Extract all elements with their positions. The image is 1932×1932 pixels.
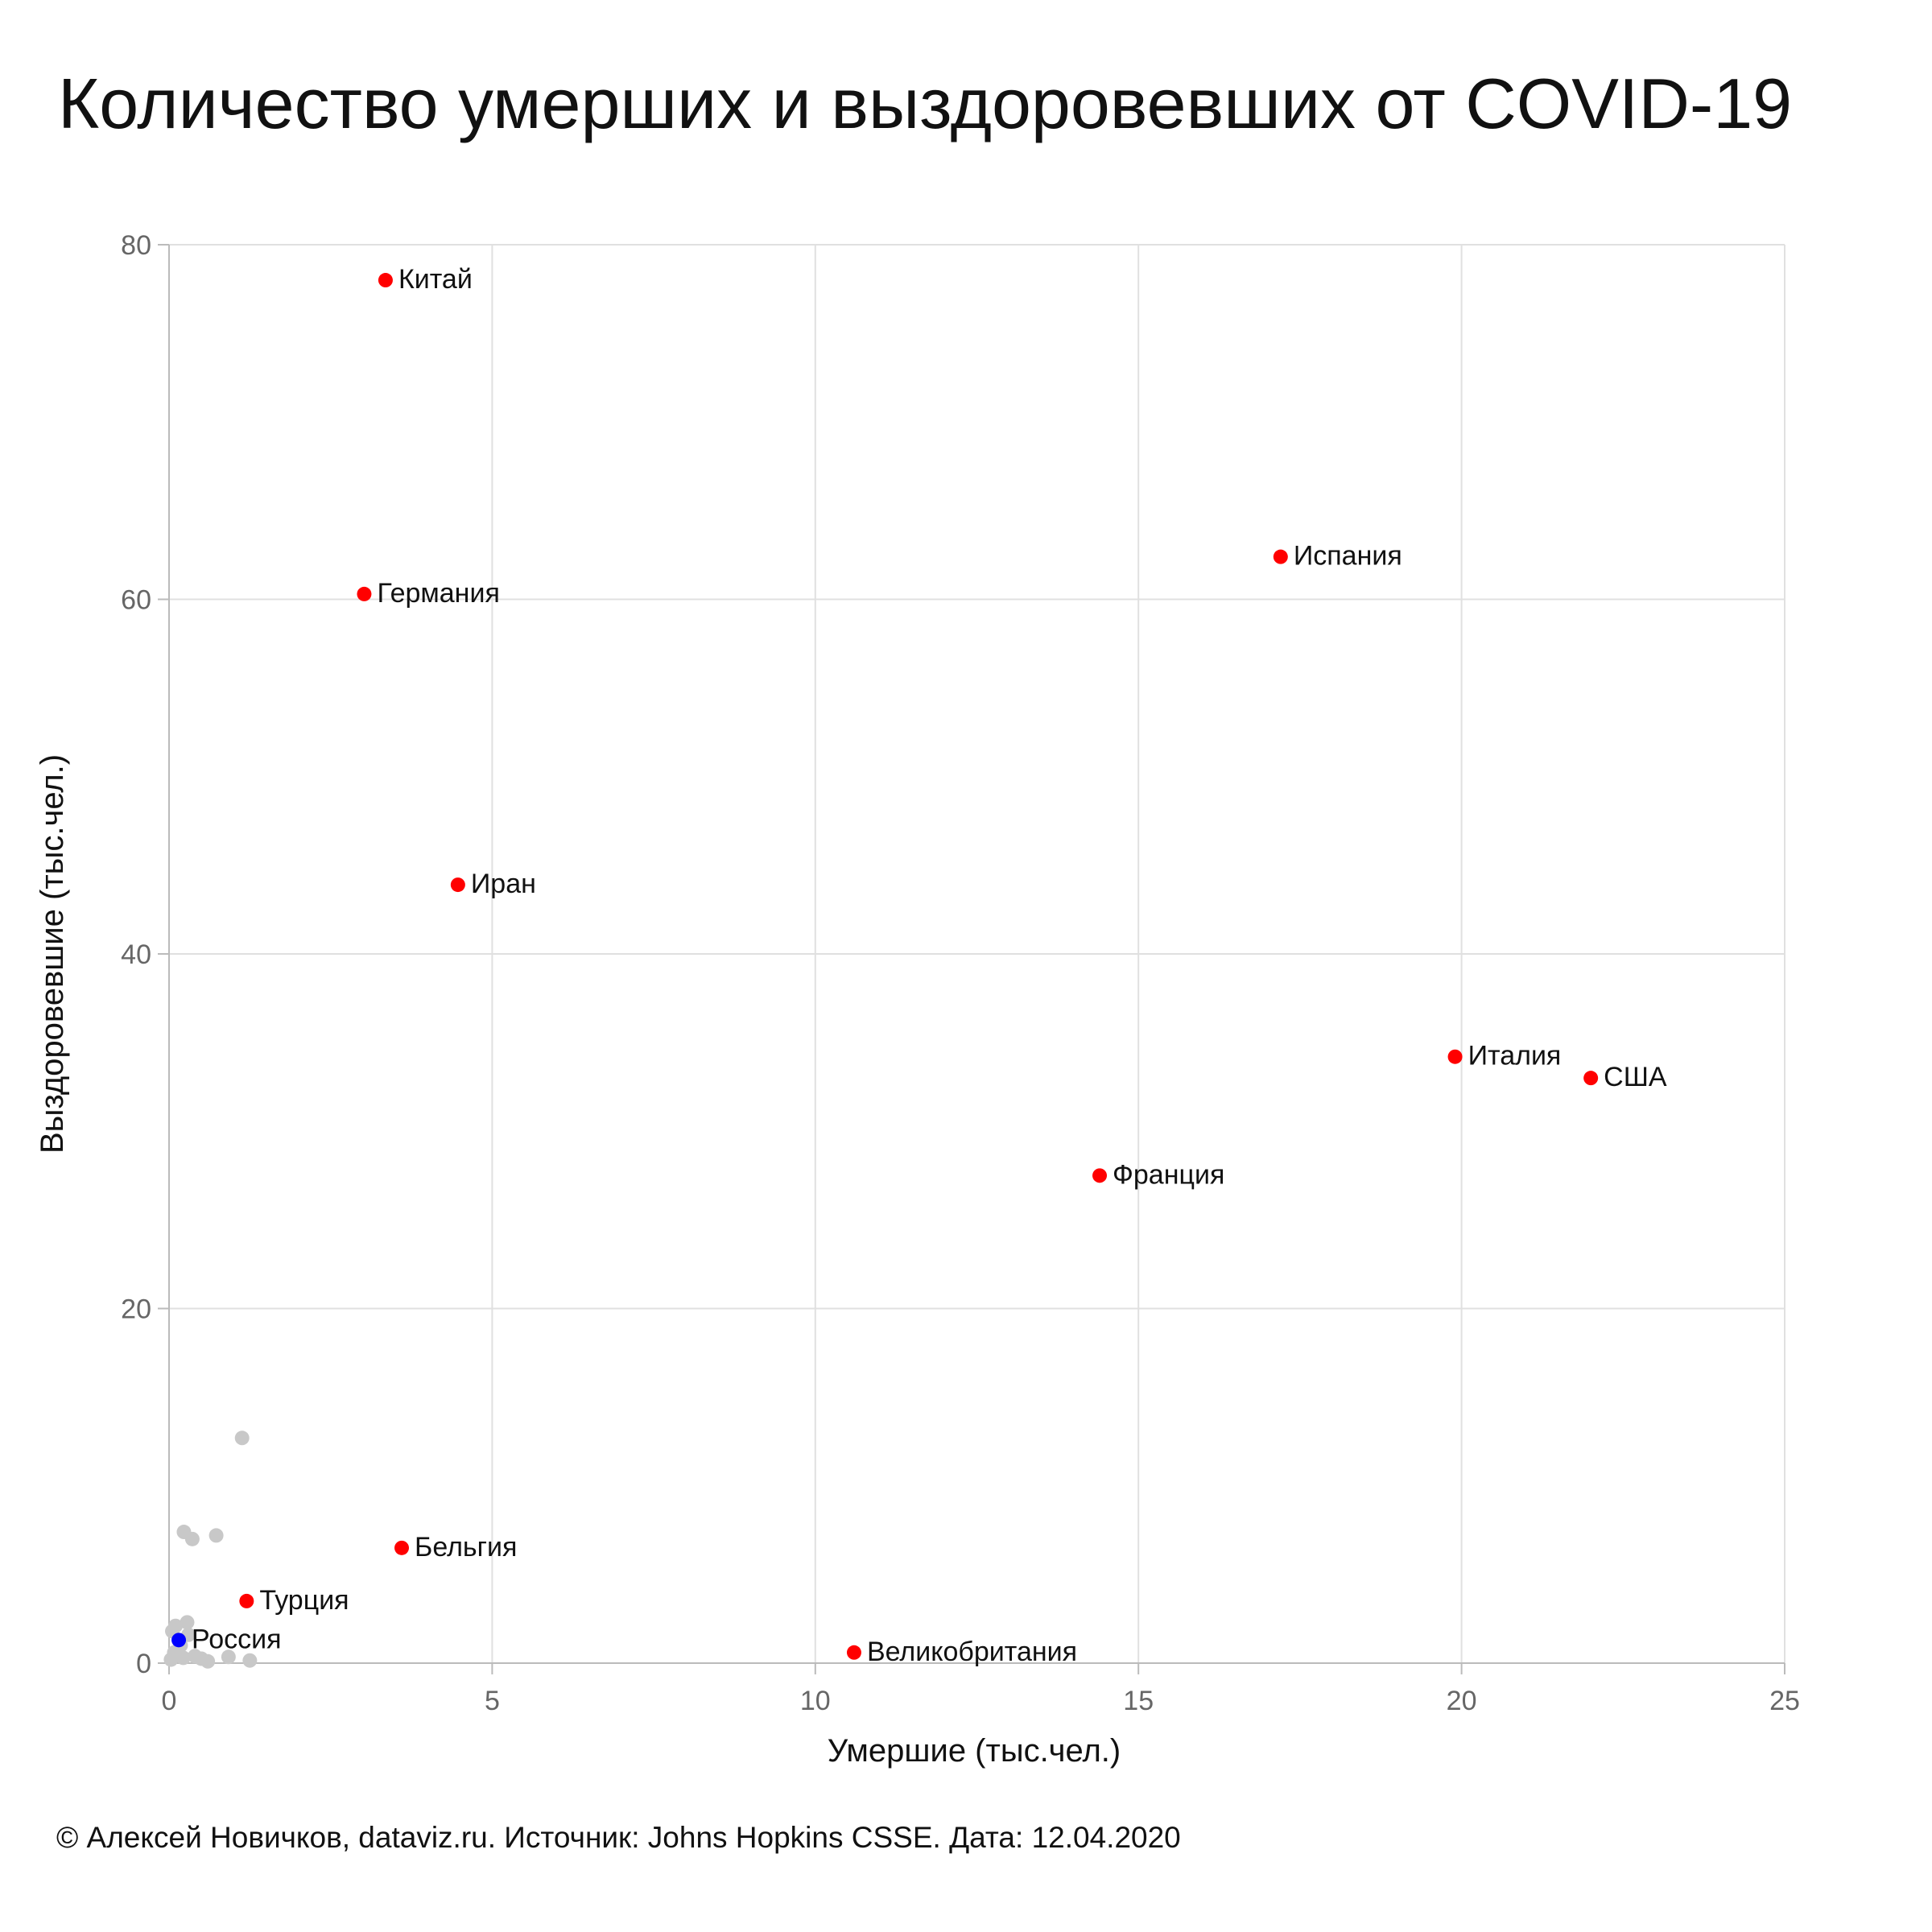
country-label: Италия: [1468, 1041, 1562, 1071]
other-country-point: [200, 1653, 216, 1669]
country-point: [357, 586, 372, 601]
axes: 0 5 10 15 20 25 0 20 40 60 80: [121, 230, 1800, 1716]
country-point: [239, 1593, 254, 1608]
x-tick-label: 10: [800, 1686, 831, 1716]
country-label: Иран: [471, 869, 536, 899]
other-country-point: [234, 1430, 250, 1446]
country-point: [1447, 1049, 1463, 1064]
x-axis-title: Умершие (тыс.чел.): [828, 1733, 1121, 1769]
y-tick-label: 40: [121, 939, 151, 970]
chart-title: Количество умерших и выздоровевших от CO…: [58, 64, 1793, 143]
y-tick-label: 0: [136, 1649, 151, 1679]
country-label: Турция: [259, 1585, 349, 1616]
country-label: Китай: [398, 264, 473, 295]
country-point: [1273, 549, 1288, 564]
y-tick-label: 80: [121, 230, 151, 261]
country-point: [378, 273, 393, 288]
country-label: Германия: [377, 578, 499, 609]
country-point: [450, 877, 465, 893]
y-axis-title: Выздоровевшие (тыс.чел.): [35, 754, 70, 1154]
other-country-point: [221, 1649, 236, 1665]
x-tick-label: 5: [485, 1686, 500, 1716]
footer-credit: © Алексей Новичков, dataviz.ru. Источник…: [56, 1821, 1181, 1854]
country-label: Испания: [1294, 541, 1402, 572]
country-point: [394, 1540, 410, 1555]
other-country-point: [175, 1650, 191, 1666]
other-country-point: [180, 1615, 195, 1630]
country-point: [846, 1645, 861, 1660]
country-label: Франция: [1113, 1159, 1224, 1190]
other-country-point: [242, 1653, 258, 1668]
country-label: Бельгия: [415, 1532, 517, 1563]
country-point: [171, 1633, 187, 1648]
x-tick-label: 0: [162, 1686, 177, 1716]
country-label: США: [1604, 1062, 1667, 1092]
country-point: [1092, 1168, 1108, 1183]
y-tick-label: 60: [121, 585, 151, 616]
labeled-points: Китай Германия Испания Иран Италия США Франция…: [171, 264, 1667, 1667]
other-country-point: [184, 1531, 200, 1546]
x-tick-label: 15: [1123, 1686, 1154, 1716]
y-tick-label: 20: [121, 1294, 151, 1325]
country-label: Великобритания: [867, 1637, 1077, 1667]
country-label: Россия: [192, 1624, 281, 1654]
gridlines: [169, 244, 1785, 1663]
other-country-point: [208, 1528, 224, 1543]
other-country-point: [163, 1652, 179, 1667]
country-point: [1583, 1071, 1599, 1086]
x-tick-label: 20: [1447, 1686, 1477, 1716]
x-tick-label: 25: [1769, 1686, 1800, 1716]
